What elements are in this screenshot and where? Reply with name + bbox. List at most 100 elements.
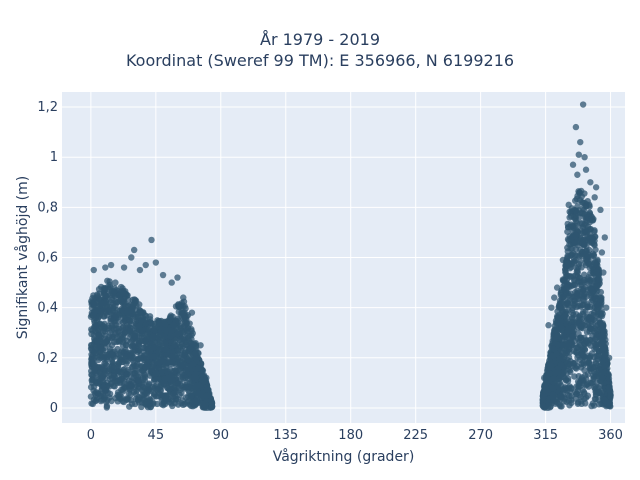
data-point xyxy=(191,349,199,357)
data-point xyxy=(156,331,164,339)
data-point xyxy=(573,268,581,276)
x-tick-label: 225 xyxy=(403,428,428,443)
data-point xyxy=(564,300,572,308)
data-point xyxy=(144,403,152,411)
data-point xyxy=(147,352,154,360)
data-point xyxy=(111,383,118,390)
data-point xyxy=(90,387,97,394)
y-tick-label: 1 xyxy=(50,150,58,165)
data-point xyxy=(595,272,602,279)
data-point xyxy=(574,354,581,361)
data-point xyxy=(593,352,601,360)
data-point xyxy=(582,394,590,401)
data-point xyxy=(580,285,587,293)
data-point xyxy=(565,201,572,209)
data-point xyxy=(156,358,164,366)
data-point xyxy=(163,327,170,334)
data-point xyxy=(189,403,197,410)
y-tick-label: 0,2 xyxy=(37,351,58,366)
data-point xyxy=(579,101,587,108)
data-point xyxy=(572,348,580,356)
data-point xyxy=(116,292,123,299)
x-tick-label: 0 xyxy=(87,428,95,443)
data-point xyxy=(134,314,142,321)
x-axis-ticks: 0 45 90 135 180 225 270 315 360 xyxy=(87,428,623,443)
data-point xyxy=(136,266,144,274)
data-point xyxy=(581,226,589,234)
data-point xyxy=(584,197,591,205)
data-point xyxy=(105,324,113,332)
data-point xyxy=(547,361,555,369)
data-point xyxy=(562,376,570,383)
data-point xyxy=(102,264,109,271)
data-point xyxy=(598,346,605,353)
data-point xyxy=(545,322,552,329)
data-point xyxy=(170,390,177,398)
data-point xyxy=(567,290,574,297)
data-point xyxy=(135,340,142,348)
data-point xyxy=(107,315,114,323)
data-point xyxy=(581,276,588,284)
data-point xyxy=(162,346,169,353)
data-point xyxy=(129,363,137,370)
data-point xyxy=(577,334,585,341)
data-point xyxy=(584,313,591,321)
data-point xyxy=(154,376,162,383)
data-point xyxy=(189,361,197,368)
data-point xyxy=(601,234,608,241)
data-point xyxy=(564,236,572,243)
data-point xyxy=(174,347,182,354)
data-point xyxy=(572,123,580,131)
data-point xyxy=(135,376,142,384)
data-point xyxy=(600,269,607,276)
data-point xyxy=(160,379,167,387)
data-point xyxy=(93,291,101,298)
data-point xyxy=(566,283,573,291)
data-point xyxy=(597,206,604,214)
data-point xyxy=(187,392,195,399)
data-point xyxy=(182,367,189,375)
data-point xyxy=(581,367,588,374)
data-point xyxy=(549,385,557,392)
data-point xyxy=(603,304,610,311)
data-point xyxy=(143,390,151,397)
data-point xyxy=(569,228,577,235)
data-point xyxy=(101,393,108,400)
data-point xyxy=(124,308,131,316)
data-point xyxy=(175,384,183,392)
data-point xyxy=(157,337,164,344)
data-point xyxy=(191,370,199,378)
data-point xyxy=(150,320,158,328)
data-point xyxy=(587,367,594,375)
data-point xyxy=(557,299,565,306)
data-point xyxy=(553,284,561,291)
y-axis-ticks: 0 0,2 0,4 0,6 0,8 1 1,2 xyxy=(37,100,58,416)
data-point xyxy=(203,374,210,382)
data-point xyxy=(567,221,575,228)
data-point xyxy=(94,338,101,345)
data-point xyxy=(600,329,608,337)
data-point xyxy=(587,179,594,186)
data-point xyxy=(152,370,160,377)
data-point xyxy=(108,334,116,341)
data-point xyxy=(572,197,579,204)
data-point xyxy=(159,369,166,376)
data-point xyxy=(107,261,115,269)
data-point xyxy=(182,384,190,391)
data-point xyxy=(592,391,600,399)
data-point xyxy=(178,324,185,332)
data-point xyxy=(178,362,185,369)
data-point xyxy=(91,309,98,316)
data-point xyxy=(599,321,607,328)
data-point xyxy=(125,383,133,391)
data-point xyxy=(565,325,572,332)
data-point xyxy=(180,355,187,362)
data-point xyxy=(123,342,130,349)
data-point xyxy=(593,283,601,291)
data-point xyxy=(586,210,594,217)
data-point xyxy=(98,387,105,394)
data-point xyxy=(120,264,128,271)
data-point xyxy=(587,285,595,293)
data-point xyxy=(576,379,583,387)
